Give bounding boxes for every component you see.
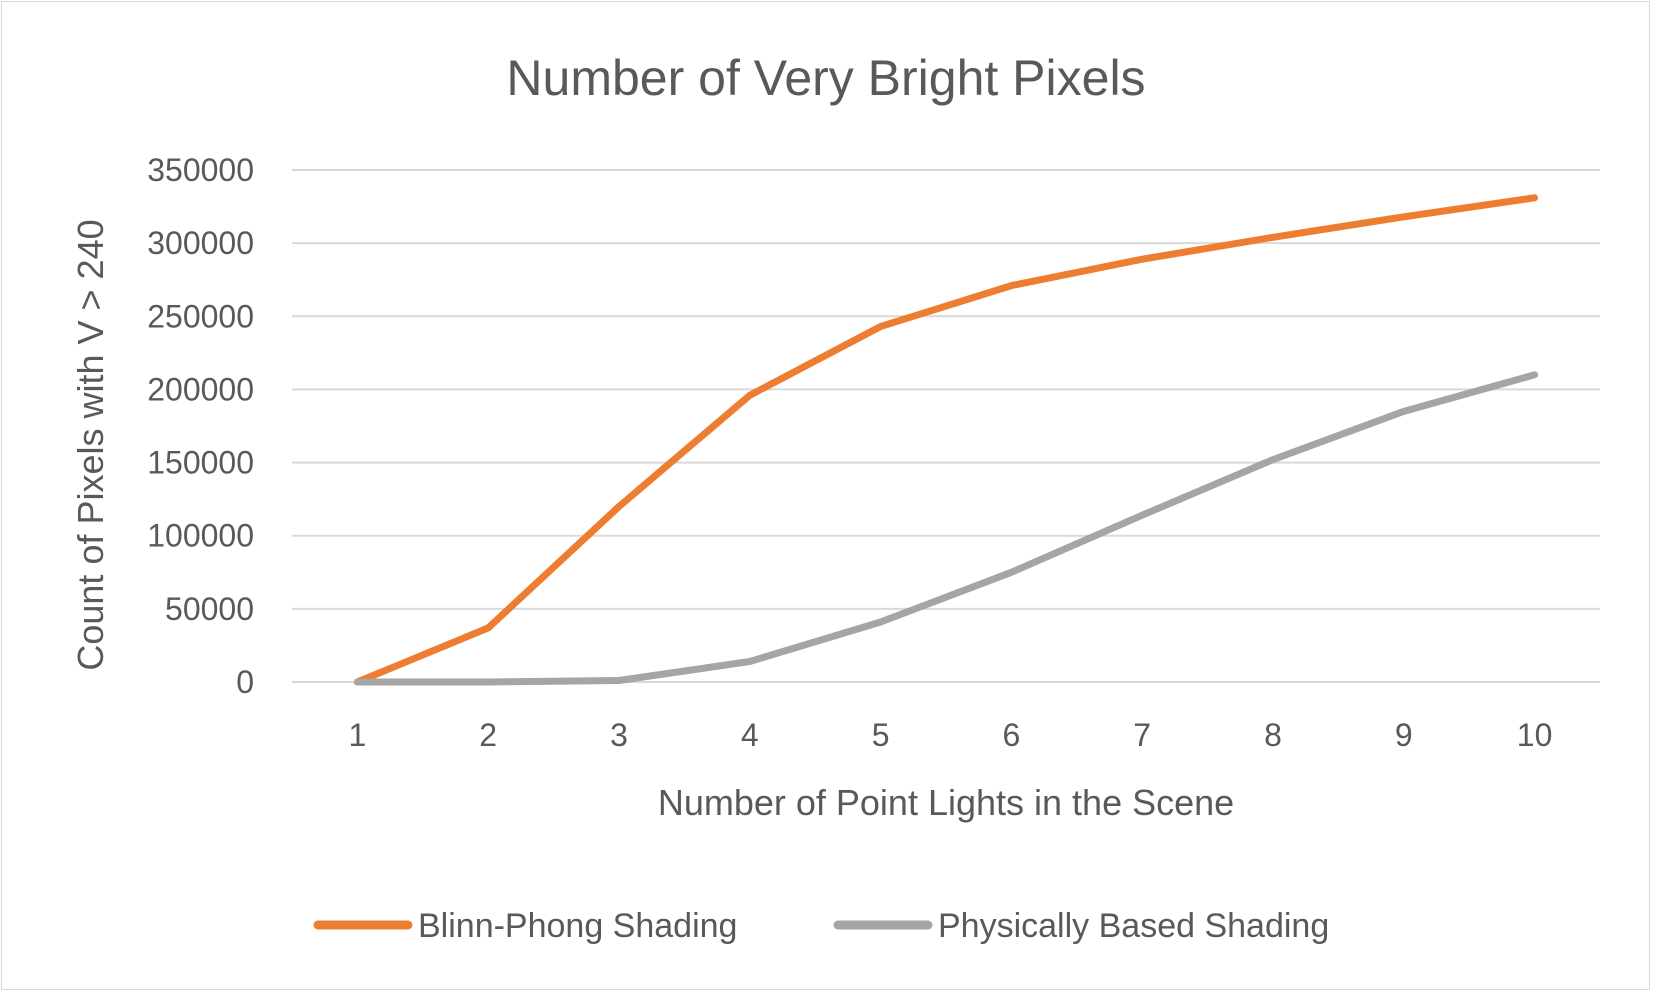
- x-tick-label: 5: [872, 717, 890, 753]
- x-tick-label: 10: [1517, 717, 1553, 753]
- y-axis-title: Count of Pixels with V > 240: [70, 219, 111, 670]
- series-line-2: [353, 371, 1539, 686]
- y-tick-label: 200000: [147, 371, 254, 407]
- x-tick-label: 7: [1133, 717, 1151, 753]
- x-tick-label: 6: [1003, 717, 1021, 753]
- y-tick-label: 100000: [147, 518, 254, 554]
- x-tick-label: 3: [610, 717, 628, 753]
- series-line-1: [353, 194, 1539, 686]
- y-tick-label: 300000: [147, 225, 254, 261]
- x-tick-label: 2: [479, 717, 497, 753]
- legend: Blinn-Phong Shading Physically Based Shad…: [313, 907, 1329, 945]
- series-lines: [353, 194, 1539, 686]
- x-tick-label: 8: [1264, 717, 1282, 753]
- y-tick-label: 250000: [147, 298, 254, 334]
- x-tick-label: 9: [1395, 717, 1413, 753]
- legend-label: Physically Based Shading: [938, 907, 1329, 945]
- legend-label: Blinn-Phong Shading: [418, 907, 737, 945]
- x-tick-label: 4: [741, 717, 759, 753]
- chart-title: Number of Very Bright Pixels: [506, 50, 1145, 106]
- gridlines: [292, 169, 1600, 683]
- y-tick-label: 150000: [147, 445, 254, 481]
- y-tick-label: 350000: [147, 152, 254, 188]
- y-tick-label: 0: [236, 664, 254, 700]
- y-axis-ticks: 0 50000 100000 150000 200000 250000 300000 3500…: [147, 152, 254, 700]
- y-tick-label: 50000: [165, 591, 254, 627]
- x-axis-title: Number of Point Lights in the Scene: [658, 782, 1234, 823]
- x-tick-label: 1: [349, 717, 367, 753]
- x-axis-ticks: 1 2 3 4 5 6 7 8 9 10: [349, 717, 1553, 753]
